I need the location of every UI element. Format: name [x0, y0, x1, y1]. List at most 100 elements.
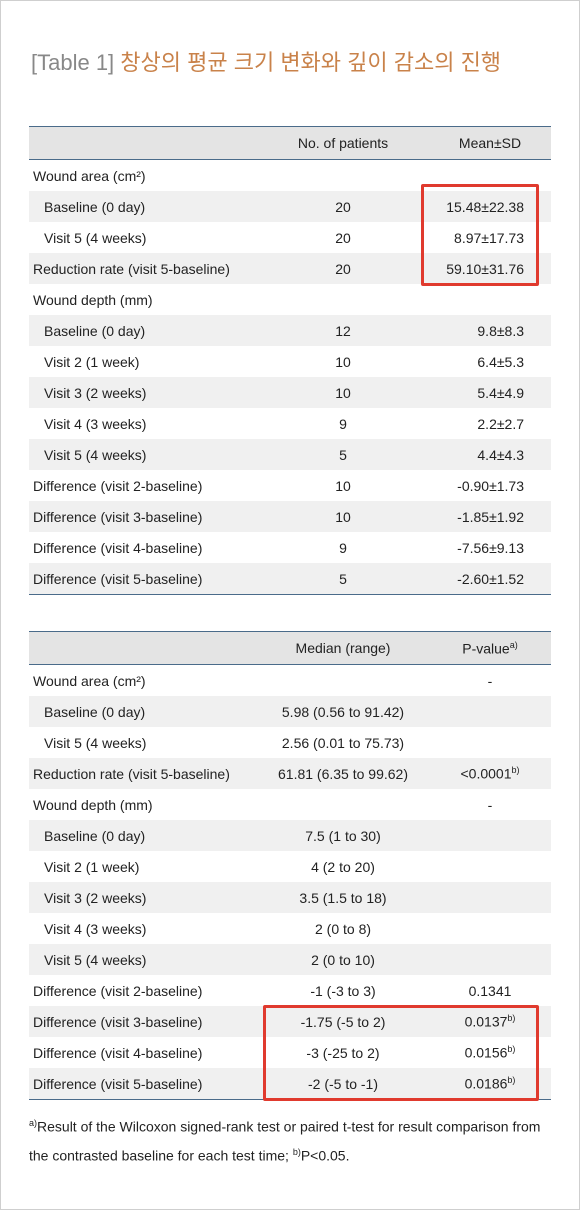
cell-text: 0.0156 — [464, 1044, 508, 1061]
table-row: Baseline (0 day) 20 15.48±22.38 — [29, 191, 551, 222]
cell: 61.81 (6.35 to 99.62) — [257, 758, 429, 789]
cell: 10 — [257, 346, 429, 377]
cell-text: 9 — [339, 415, 347, 432]
cell-text: 7.5 (1 to 30) — [305, 827, 381, 844]
table-row: Baseline (0 day) 7.5 (1 to 30) — [29, 820, 551, 851]
cell: 0.1341 — [429, 975, 551, 1006]
cell-note: b) — [511, 765, 520, 776]
cell: 4.4±4.3 — [429, 439, 551, 470]
cell: 7.5 (1 to 30) — [257, 820, 429, 851]
cell-text: 10 — [335, 508, 351, 525]
row-label: Visit 5 (4 weeks) — [29, 439, 257, 470]
cell: 20 — [257, 253, 429, 284]
cell-text: 8.97±17.73 — [454, 229, 524, 246]
row-label: Difference (visit 2-baseline) — [33, 982, 203, 999]
footnote-text: Result of the Wilcoxon signed-rank test … — [29, 1118, 541, 1164]
cell: 20 — [257, 222, 429, 253]
cell-note: b) — [507, 1013, 516, 1024]
cell: 9.8±8.3 — [429, 315, 551, 346]
cell-text: 10 — [335, 353, 351, 370]
cell: - — [429, 665, 551, 697]
cell-note: b) — [507, 1075, 516, 1086]
cell-text: 4.4±4.3 — [477, 446, 524, 463]
cell-text: -3 (-25 to 2) — [306, 1044, 380, 1061]
cell — [429, 820, 551, 851]
cell-text: - — [487, 796, 493, 813]
cell: 4 (2 to 20) — [257, 851, 429, 882]
cell-text: P-value — [462, 640, 510, 657]
row-label: Visit 4 (3 weeks) — [44, 920, 147, 937]
cell-text: 10 — [335, 477, 351, 494]
table-row: Wound area (cm²) — [29, 160, 551, 192]
row-label: Difference (visit 3-baseline) — [29, 501, 257, 532]
cell-text: 2.2±2.7 — [477, 415, 524, 432]
row-label: Wound area (cm²) — [33, 167, 146, 184]
cell — [429, 913, 551, 944]
cell-text: 0.1341 — [468, 982, 512, 999]
cell-text: -1.85±1.92 — [457, 508, 524, 525]
cell-text: - — [487, 672, 493, 689]
table-row: Reduction rate (visit 5-baseline) 61.81 (… — [29, 758, 551, 789]
table-row: Difference (visit 3-baseline) 10 -1.85±1.9… — [29, 501, 551, 532]
cell — [257, 284, 429, 315]
cell — [257, 789, 429, 820]
table-row: Difference (visit 3-baseline) -1.75 (-5 t… — [29, 1006, 551, 1037]
cell — [429, 882, 551, 913]
cell: 9 — [257, 408, 429, 439]
row-label: Baseline (0 day) — [29, 315, 257, 346]
cell: -2.60±1.52 — [429, 563, 551, 595]
cell-text: 4 (2 to 20) — [311, 858, 375, 875]
cell-text: -0.90±1.73 — [457, 477, 524, 494]
cell: 3.5 (1.5 to 18) — [257, 882, 429, 913]
cell: 5 — [257, 439, 429, 470]
table-row: Visit 4 (3 weeks) 9 2.2±2.7 — [29, 408, 551, 439]
title-label: [Table 1] — [31, 50, 115, 75]
cell: 5.4±4.9 — [429, 377, 551, 408]
row-label: Baseline (0 day) — [29, 191, 257, 222]
title-text: 창상의 평균 크기 변화와 깊이 감소의 진행 — [120, 50, 502, 75]
table-row: Visit 5 (4 weeks) 2.56 (0.01 to 75.73) — [29, 727, 551, 758]
title: [Table 1] 창상의 평균 크기 변화와 깊이 감소의 진행 — [31, 45, 501, 77]
cell: 2 (0 to 8) — [257, 913, 429, 944]
cell: - — [429, 789, 551, 820]
row-label: Wound depth (mm) — [33, 796, 153, 813]
cell: 10 — [257, 470, 429, 501]
highlight-box — [263, 1005, 539, 1101]
cell: 0.0186b) — [429, 1068, 551, 1100]
table-row: Visit 5 (4 weeks) 20 8.97±17.73 — [29, 222, 551, 253]
table: Median (range) P-valuea) Wound area (cm²)… — [29, 631, 551, 1100]
cell-text: 2.56 (0.01 to 75.73) — [281, 734, 405, 751]
row-label: Difference (visit 5-baseline) — [29, 563, 257, 595]
cell: 6.4±5.3 — [429, 346, 551, 377]
row-label: Difference (visit 3-baseline) — [29, 1006, 257, 1037]
cell: -7.56±9.13 — [429, 532, 551, 563]
table-row: Visit 3 (2 weeks) 3.5 (1.5 to 18) — [29, 882, 551, 913]
cell-text: 12 — [335, 322, 351, 339]
cell — [429, 851, 551, 882]
table-row: Visit 4 (3 weeks) 2 (0 to 8) — [29, 913, 551, 944]
cell-note: b) — [507, 1044, 516, 1055]
table-row: Reduction rate (visit 5-baseline) 20 59.10… — [29, 253, 551, 284]
cell-text: 9.8±8.3 — [477, 322, 524, 339]
cell — [429, 944, 551, 975]
cell: 0.0137b) — [429, 1006, 551, 1037]
cell-text: -1 (-3 to 3) — [310, 982, 376, 999]
cell-text: 5 — [339, 446, 347, 463]
row-label: Wound area (cm²) — [33, 672, 146, 689]
cell — [257, 665, 429, 697]
cell: 15.48±22.38 — [429, 191, 551, 222]
cell-text: 10 — [335, 384, 351, 401]
cell: -2 (-5 to -1) — [257, 1068, 429, 1100]
cell: -0.90±1.73 — [429, 470, 551, 501]
cell-text: 20 — [335, 229, 351, 246]
footnote-mark: a) — [29, 1118, 38, 1128]
row-label: Visit 5 (4 weeks) — [44, 734, 147, 751]
cell — [429, 696, 551, 727]
table-row: Wound depth (mm) - — [29, 789, 551, 820]
cell-text: 9 — [339, 539, 347, 556]
cell-text: 2 (0 to 10) — [311, 951, 375, 968]
cell-text: 59.10±31.76 — [446, 260, 524, 277]
cell: 2.56 (0.01 to 75.73) — [257, 727, 429, 758]
cell-note: a) — [509, 639, 518, 650]
